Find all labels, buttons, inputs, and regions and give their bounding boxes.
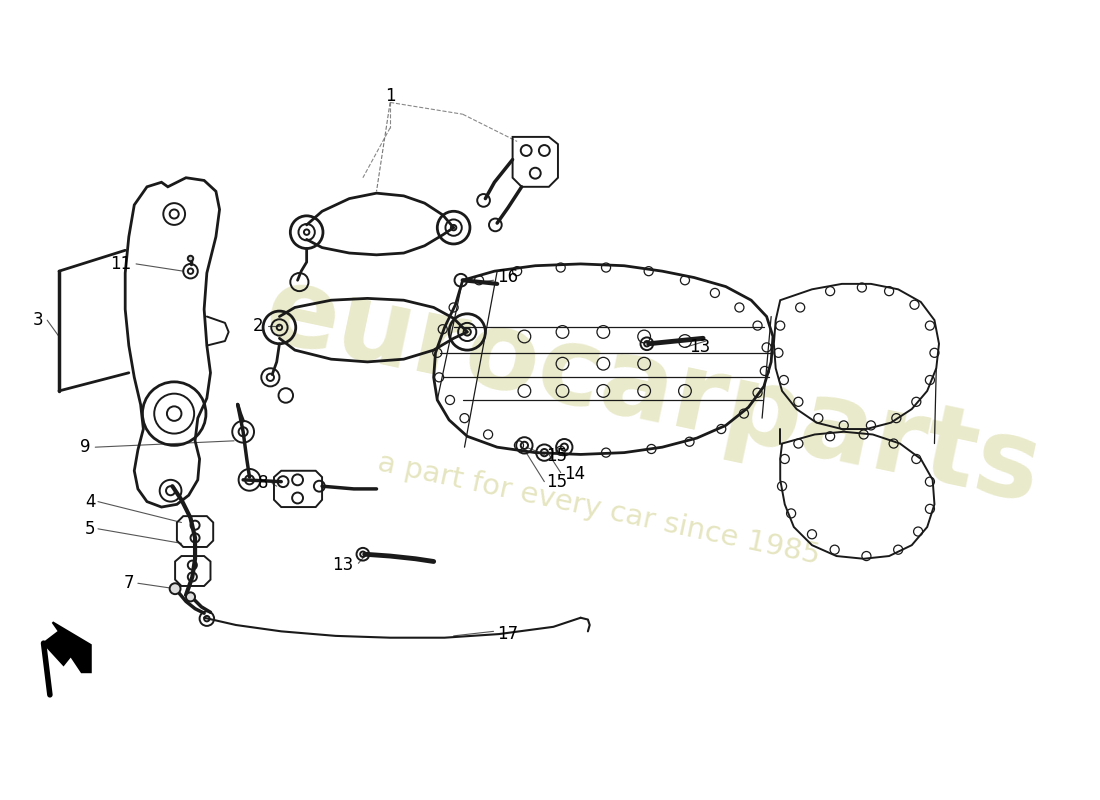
Text: 15: 15	[547, 473, 568, 490]
Text: 17: 17	[497, 625, 518, 643]
Text: 3: 3	[33, 311, 44, 329]
Text: a part for every car since 1985: a part for every car since 1985	[375, 448, 823, 570]
Text: 11: 11	[110, 255, 132, 273]
Text: 4: 4	[85, 493, 96, 510]
Polygon shape	[44, 622, 90, 672]
Circle shape	[169, 583, 180, 594]
Text: 2: 2	[253, 317, 263, 334]
Text: 13: 13	[690, 338, 711, 356]
Circle shape	[186, 592, 195, 602]
Text: 8: 8	[258, 474, 268, 493]
Text: 13: 13	[332, 556, 354, 574]
Text: 15: 15	[547, 447, 568, 466]
Text: 16: 16	[497, 268, 518, 286]
Text: 9: 9	[80, 438, 90, 456]
Text: eurocarparts: eurocarparts	[256, 257, 1050, 525]
Text: 5: 5	[85, 520, 96, 538]
Text: 7: 7	[124, 574, 134, 592]
Text: 14: 14	[564, 466, 585, 483]
Text: 1: 1	[385, 87, 395, 105]
Circle shape	[188, 256, 194, 261]
